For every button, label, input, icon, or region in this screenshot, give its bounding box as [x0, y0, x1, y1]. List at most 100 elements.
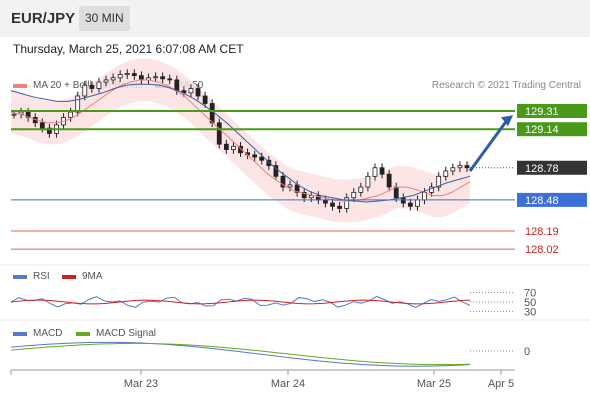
- candle-body: [46, 127, 52, 134]
- candle-body: [216, 122, 222, 145]
- candle-body: [407, 202, 413, 207]
- candle-body: [280, 175, 286, 188]
- bollinger-band: [11, 58, 470, 223]
- resistance-label: 129.31: [525, 106, 559, 118]
- candle-body: [287, 184, 293, 188]
- macd-signal-line: [10, 342, 471, 366]
- candle-body: [124, 73, 130, 75]
- candle-body: [330, 202, 335, 207]
- x-axis: Mar 23 Mar 24 Mar 25 Apr 5: [0, 264, 590, 390]
- ma20-line: [10, 79, 471, 202]
- timestamp: Thursday, March 25, 2021 6:07:08 AM CET: [13, 42, 244, 56]
- candle-body: [266, 159, 272, 167]
- candle-body: [103, 79, 109, 83]
- candle-body: [188, 88, 194, 94]
- price-pane: [10, 58, 471, 223]
- candle-body: [337, 205, 342, 209]
- candle-body: [39, 122, 45, 129]
- rsi-tick: 70: [524, 288, 536, 300]
- support-label: 128.48: [525, 195, 559, 207]
- legend-ma20-label: MA 20 + Bollinger Bands: [33, 80, 143, 91]
- chart-header: EUR/JPY 30 MIN: [0, 0, 590, 37]
- candle-body: [68, 111, 74, 118]
- projection-arrow: [468, 119, 509, 172]
- macd-pane: 0: [10, 341, 530, 367]
- legend-rsi: RSI: [13, 271, 50, 282]
- candle-body: [223, 143, 229, 150]
- candle-body: [344, 197, 350, 209]
- candle-body: [117, 74, 123, 79]
- resistance-tag: [517, 103, 587, 118]
- candle-body: [110, 77, 116, 81]
- legend-rsi-label: RSI: [33, 271, 50, 282]
- candle-body: [301, 191, 307, 199]
- candle-body: [252, 154, 258, 158]
- candle-body: [415, 199, 420, 207]
- candle-body: [75, 95, 81, 113]
- rsi-tick: 50: [524, 297, 536, 309]
- candle-body: [139, 75, 144, 81]
- candle-body: [160, 76, 166, 80]
- candle-body: [450, 167, 456, 172]
- rsi-ma9-line: [10, 299, 471, 305]
- x-tick-label: Apr 5: [488, 378, 514, 390]
- x-tick-label: Mar 25: [417, 378, 451, 390]
- candle-body: [89, 84, 95, 89]
- interval-button[interactable]: 30 MIN: [79, 6, 130, 31]
- pivot-label: 128.02: [525, 244, 559, 256]
- ma50-line: [10, 83, 471, 203]
- candle-body: [11, 113, 17, 116]
- candle-body: [167, 78, 173, 81]
- legend-macd-signal-label: MACD Signal: [96, 328, 157, 339]
- candle-body: [351, 191, 357, 199]
- candle-body: [400, 197, 406, 204]
- candle-body: [308, 195, 314, 199]
- candle-body: [273, 165, 279, 177]
- ma9-swatch: [62, 274, 76, 279]
- candle-body: [195, 88, 201, 97]
- candle-body: [358, 186, 364, 193]
- macd-swatch: [13, 331, 27, 336]
- resistance-tag: [517, 122, 587, 137]
- levels-pane: 129.31 129.14 128.78 128.48 128.19 128.02: [11, 103, 587, 256]
- candle-body: [202, 95, 208, 104]
- candle-body: [365, 175, 371, 188]
- candle-body: [174, 79, 180, 92]
- credit-text: Research © 2021 Trading Central: [431, 80, 581, 91]
- projection-arrowhead: [501, 115, 513, 127]
- legend-macd: MACD: [13, 328, 62, 339]
- candle-body: [238, 145, 243, 154]
- support-tag: [517, 192, 587, 207]
- macd-tick: 0: [524, 346, 530, 358]
- macd-line: [10, 341, 471, 367]
- candle-body: [443, 170, 449, 177]
- pivot-label: 128.19: [525, 226, 559, 238]
- rsi-line: [10, 295, 471, 309]
- x-tick-label: Mar 24: [271, 378, 305, 390]
- last-price-tag: [517, 160, 587, 175]
- ma20-swatch: [13, 83, 27, 88]
- candle-body: [436, 175, 442, 188]
- candle-body: [259, 156, 265, 161]
- candle-body: [386, 173, 392, 188]
- candle-body: [131, 73, 137, 77]
- candle-body: [379, 167, 385, 175]
- resistance-label: 129.14: [525, 124, 559, 136]
- rsi-tick: 30: [524, 306, 536, 318]
- legend-ma9-label: 9MA: [82, 271, 103, 282]
- signal-swatch: [76, 331, 90, 336]
- legend-macd-signal: MACD Signal: [76, 328, 156, 339]
- candle-body: [464, 165, 470, 169]
- candle-body: [457, 165, 463, 169]
- candle-body: [231, 145, 236, 150]
- legend-macd-label: MACD: [33, 328, 63, 339]
- symbol-title: EUR/JPY: [11, 10, 76, 27]
- legend-ma20: MA 20 + Bollinger Bands: [13, 80, 143, 91]
- x-tick-label: Mar 23: [124, 378, 158, 390]
- candle-body: [372, 167, 378, 177]
- candle-body: [209, 103, 215, 124]
- rsi-swatch: [13, 274, 27, 279]
- candle-body: [153, 76, 158, 79]
